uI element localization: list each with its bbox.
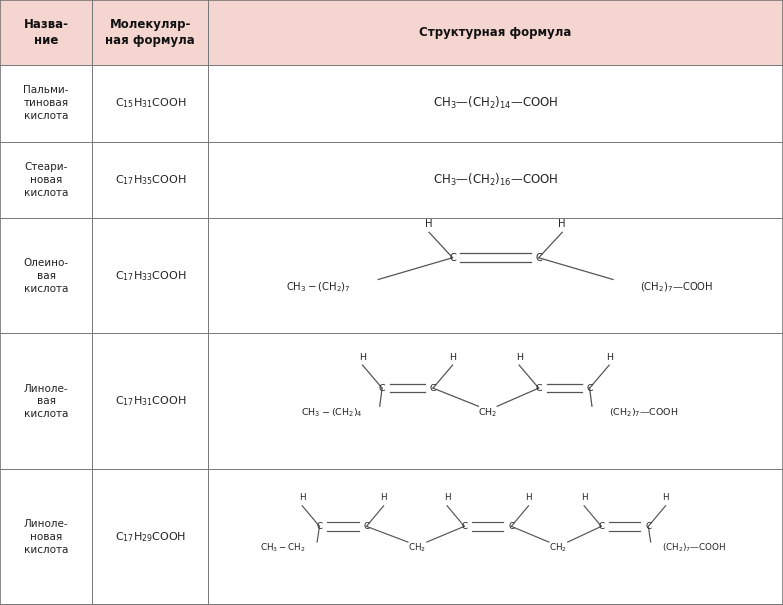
Text: $\mathregular{(CH_2)_7}$—$\mathregular{COOH}$: $\mathregular{(CH_2)_7}$—$\mathregular{C… xyxy=(640,280,714,293)
Text: C: C xyxy=(508,522,514,531)
Text: H: H xyxy=(381,494,387,502)
Bar xyxy=(0,218,92,333)
Text: H: H xyxy=(299,494,305,502)
Text: $\mathregular{CH_3-CH_2}$: $\mathregular{CH_3-CH_2}$ xyxy=(260,542,305,554)
Text: $\mathregular{CH_3-(CH_2)_7}$: $\mathregular{CH_3-(CH_2)_7}$ xyxy=(286,280,351,293)
Text: C: C xyxy=(363,522,370,531)
Text: H: H xyxy=(449,353,456,362)
Text: H: H xyxy=(516,353,522,362)
Text: $\mathregular{CH_2}$: $\mathregular{CH_2}$ xyxy=(549,542,568,554)
Bar xyxy=(0,0,92,65)
Bar xyxy=(92,469,208,605)
Bar xyxy=(92,142,208,218)
Text: H: H xyxy=(558,220,566,229)
Text: $\mathregular{CH_3}$—$\mathregular{(CH_2)_{14}}$—$\mathregular{COOH}$: $\mathregular{CH_3}$—$\mathregular{(CH_2… xyxy=(433,95,558,111)
Text: $\mathregular{C_{17}H_{35}COOH}$: $\mathregular{C_{17}H_{35}COOH}$ xyxy=(114,173,186,187)
Text: C: C xyxy=(598,522,604,531)
Bar xyxy=(208,469,783,605)
Text: H: H xyxy=(581,494,587,502)
Bar xyxy=(92,218,208,333)
Bar xyxy=(92,333,208,469)
Text: $\mathregular{C_{17}H_{33}COOH}$: $\mathregular{C_{17}H_{33}COOH}$ xyxy=(114,269,186,283)
Text: $\mathregular{C_{15}H_{31}COOH}$: $\mathregular{C_{15}H_{31}COOH}$ xyxy=(114,96,186,110)
Bar xyxy=(208,65,783,142)
Text: $\mathregular{(CH_2)_7}$—$\mathregular{COOH}$: $\mathregular{(CH_2)_7}$—$\mathregular{C… xyxy=(662,542,727,554)
Text: C: C xyxy=(645,522,651,531)
Bar xyxy=(0,65,92,142)
Text: Стеари-
новая
кислота: Стеари- новая кислота xyxy=(24,162,68,198)
Text: Назва-
ние: Назва- ние xyxy=(23,18,69,47)
Bar xyxy=(208,333,783,469)
Text: Линоле-
вая
кислота: Линоле- вая кислота xyxy=(24,384,68,419)
Bar xyxy=(0,333,92,469)
Text: H: H xyxy=(525,494,532,502)
Text: Молекуляр-
ная формула: Молекуляр- ная формула xyxy=(106,18,195,47)
Text: C: C xyxy=(449,253,456,263)
Text: H: H xyxy=(359,353,366,362)
Text: H: H xyxy=(444,494,450,502)
Bar xyxy=(208,218,783,333)
Text: Олеино-
вая
кислота: Олеино- вая кислота xyxy=(23,258,69,293)
Bar xyxy=(0,142,92,218)
Text: H: H xyxy=(425,220,433,229)
Text: C: C xyxy=(461,522,467,531)
Text: $\mathregular{C_{17}H_{31}COOH}$: $\mathregular{C_{17}H_{31}COOH}$ xyxy=(114,394,186,408)
Bar xyxy=(92,0,208,65)
Text: C: C xyxy=(430,384,436,393)
Bar xyxy=(0,469,92,605)
Text: C: C xyxy=(536,253,542,263)
Text: H: H xyxy=(606,353,612,362)
Text: $\mathregular{CH_3-(CH_2)_4}$: $\mathregular{CH_3-(CH_2)_4}$ xyxy=(301,406,363,419)
Text: $\mathregular{CH_3}$—$\mathregular{(CH_2)_{16}}$—$\mathregular{COOH}$: $\mathregular{CH_3}$—$\mathregular{(CH_2… xyxy=(433,172,558,188)
Bar xyxy=(92,65,208,142)
Text: $\mathregular{CH_2}$: $\mathregular{CH_2}$ xyxy=(408,542,427,554)
Text: Структурная формула: Структурная формула xyxy=(420,26,572,39)
Text: $\mathregular{C_{17}H_{29}COOH}$: $\mathregular{C_{17}H_{29}COOH}$ xyxy=(115,531,186,544)
Bar xyxy=(208,0,783,65)
Text: $\mathregular{(CH_2)_7}$—$\mathregular{COOH}$: $\mathregular{(CH_2)_7}$—$\mathregular{C… xyxy=(609,406,679,419)
Text: $\mathregular{CH_2}$: $\mathregular{CH_2}$ xyxy=(478,406,497,419)
Text: C: C xyxy=(379,384,385,393)
Text: C: C xyxy=(316,522,323,531)
Bar xyxy=(208,142,783,218)
Text: C: C xyxy=(536,384,542,393)
Text: Пальми-
тиновая
кислота: Пальми- тиновая кислота xyxy=(23,85,69,121)
Text: Линоле-
новая
кислота: Линоле- новая кислота xyxy=(24,520,68,555)
Text: H: H xyxy=(662,494,669,502)
Text: C: C xyxy=(586,384,593,393)
